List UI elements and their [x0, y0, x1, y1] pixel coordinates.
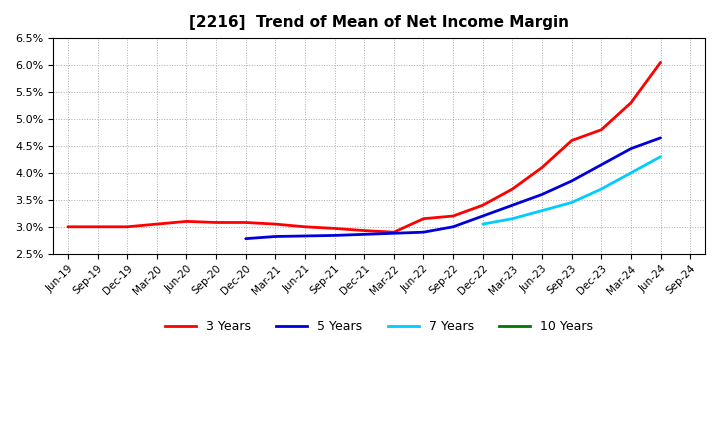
3 Years: [449, 213, 457, 219]
3 Years: [538, 165, 546, 170]
5 Years: [330, 233, 339, 238]
3 Years: [301, 224, 310, 229]
3 Years: [93, 224, 102, 229]
5 Years: [360, 232, 369, 237]
5 Years: [626, 146, 635, 151]
5 Years: [508, 202, 517, 208]
3 Years: [271, 221, 279, 227]
5 Years: [538, 192, 546, 197]
3 Years: [390, 230, 398, 235]
3 Years: [212, 220, 220, 225]
3 Years: [241, 220, 250, 225]
5 Years: [656, 135, 665, 140]
5 Years: [479, 213, 487, 219]
3 Years: [479, 202, 487, 208]
3 Years: [182, 219, 191, 224]
Title: [2216]  Trend of Mean of Net Income Margin: [2216] Trend of Mean of Net Income Margi…: [189, 15, 569, 30]
5 Years: [390, 231, 398, 236]
5 Years: [419, 230, 428, 235]
3 Years: [567, 138, 576, 143]
Line: 3 Years: 3 Years: [68, 62, 660, 232]
3 Years: [656, 60, 665, 65]
3 Years: [508, 187, 517, 192]
3 Years: [419, 216, 428, 221]
5 Years: [241, 236, 250, 241]
7 Years: [479, 221, 487, 227]
3 Years: [597, 127, 606, 132]
5 Years: [567, 178, 576, 183]
7 Years: [656, 154, 665, 159]
3 Years: [153, 221, 161, 227]
3 Years: [330, 226, 339, 231]
Line: 5 Years: 5 Years: [246, 138, 660, 238]
3 Years: [123, 224, 132, 229]
5 Years: [597, 162, 606, 168]
5 Years: [449, 224, 457, 229]
7 Years: [597, 187, 606, 192]
7 Years: [567, 200, 576, 205]
Legend: 3 Years, 5 Years, 7 Years, 10 Years: 3 Years, 5 Years, 7 Years, 10 Years: [160, 315, 598, 338]
Line: 7 Years: 7 Years: [483, 157, 660, 224]
7 Years: [626, 170, 635, 176]
7 Years: [538, 208, 546, 213]
7 Years: [508, 216, 517, 221]
3 Years: [360, 228, 369, 233]
3 Years: [626, 100, 635, 106]
5 Years: [271, 234, 279, 239]
3 Years: [63, 224, 72, 229]
5 Years: [301, 233, 310, 238]
